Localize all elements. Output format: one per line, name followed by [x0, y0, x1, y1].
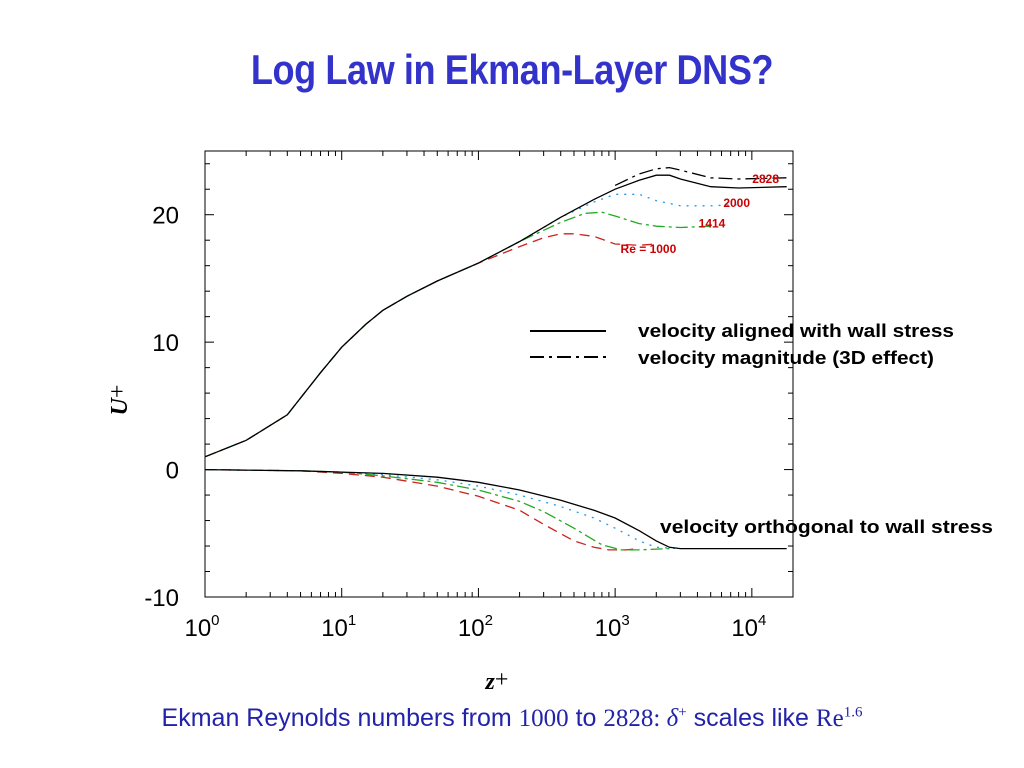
x-axis-title-letter: z — [485, 669, 496, 695]
x-tick-label-exp: 2 — [485, 612, 493, 629]
series-line-aligned-2000 — [204, 193, 739, 458]
x-tick-label-exp: 4 — [758, 612, 766, 629]
legend-label-magnitude: velocity magnitude (3D effect) — [638, 348, 934, 368]
footer-delta: δ — [666, 705, 679, 732]
y-axis-title-sup: + — [105, 385, 131, 399]
footer-part1: Ekman Reynolds numbers from — [161, 704, 519, 732]
footer-re-low: 1000 — [518, 705, 569, 732]
footer-re-high: 2828 — [603, 705, 654, 732]
x-tick-label: 103 — [595, 612, 630, 642]
x-axis-title: z+ — [485, 667, 509, 695]
plot-frame — [204, 150, 794, 598]
footer-to: to — [568, 704, 604, 732]
series-line-orthogonal-2000 — [204, 468, 681, 550]
series-label-re-1000: Re = 1000 — [621, 242, 677, 256]
series-line-orthogonal-1414 — [204, 468, 670, 551]
legend-label-aligned: velocity aligned with wall stress — [638, 321, 954, 341]
x-tick-label: 100 — [184, 612, 219, 642]
footer-caption: Ekman Reynolds numbers from 1000 to 2828… — [0, 704, 1024, 733]
series-line-aligned-2828 — [204, 174, 787, 458]
footer-exponent: 1.6 — [843, 704, 863, 721]
series-label-1414: 1414 — [699, 216, 726, 230]
x-tick-label-exp: 0 — [211, 612, 219, 629]
x-tick-label-base: 10 — [731, 615, 758, 642]
x-tick-label: 102 — [458, 612, 493, 642]
x-tick-label: 104 — [731, 612, 766, 642]
x-tick-label-exp: 1 — [348, 612, 356, 629]
footer-scales: scales like — [686, 704, 816, 732]
y-axis-title: U+ — [105, 385, 133, 416]
footer-colon: : — [653, 705, 667, 732]
series-line-orthogonal-re-1000 — [204, 468, 640, 551]
series-line-magnitude-2828 — [614, 166, 787, 186]
x-tick-label: 101 — [321, 612, 356, 642]
x-tick-label-base: 10 — [595, 615, 622, 642]
footer-delta-sup: + — [678, 704, 687, 721]
x-tick-label-base: 10 — [458, 615, 485, 642]
y-tick-label: 0 — [166, 458, 179, 485]
x-tick-label-exp: 3 — [621, 612, 629, 629]
x-axis-title-sup: + — [495, 667, 509, 693]
x-tick-label-base: 10 — [321, 615, 348, 642]
x-tick-label-base: 10 — [184, 615, 211, 642]
slide-title: Log Law in Ekman-Layer DNS? — [250, 46, 774, 93]
series-line-orthogonal-2828 — [204, 468, 787, 550]
y-axis-title-letter: U — [107, 396, 133, 415]
y-tick-label: 20 — [152, 203, 179, 230]
footer-re: Re — [815, 705, 844, 732]
y-tick-label: -10 — [144, 585, 179, 612]
legend: velocity aligned with wall stress veloci… — [530, 321, 954, 368]
series-label-2000: 2000 — [723, 196, 750, 210]
orthogonal-annotation: velocity orthogonal to wall stress — [660, 517, 993, 537]
series-label-2828: 2828 — [752, 172, 779, 186]
y-tick-label: 10 — [152, 330, 179, 357]
